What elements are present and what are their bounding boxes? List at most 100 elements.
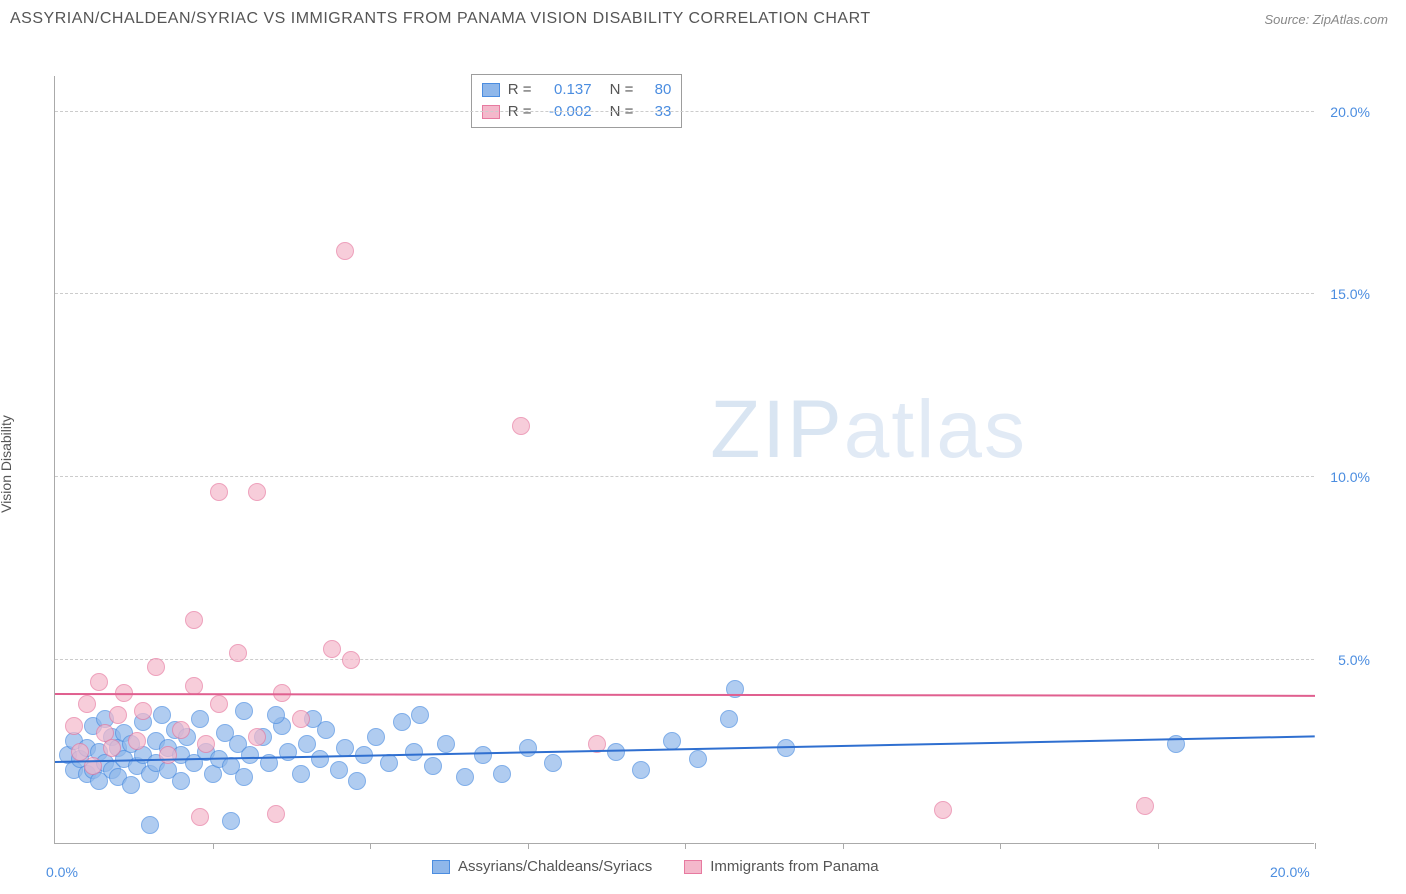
stats-legend-box: R = 0.137 N = 80 R = -0.002 N = 33 xyxy=(471,74,683,128)
data-point xyxy=(689,750,707,768)
data-point xyxy=(292,710,310,728)
plot-region: ZIPatlas R =0.137N =80R =-0.002N =33 5.0… xyxy=(54,76,1314,844)
data-point xyxy=(663,732,681,750)
data-point xyxy=(424,757,442,775)
data-point xyxy=(229,644,247,662)
data-point xyxy=(103,739,121,757)
stats-r-value: 0.137 xyxy=(540,79,592,101)
legend-label: Assyrians/Chaldeans/Syriacs xyxy=(458,858,652,875)
data-point xyxy=(235,768,253,786)
legend-swatch xyxy=(432,860,450,874)
data-point xyxy=(1136,797,1154,815)
chart-header: ASSYRIAN/CHALDEAN/SYRIAC VS IMMIGRANTS F… xyxy=(0,0,1406,34)
stats-r-label: R = xyxy=(508,101,532,123)
y-axis-label: Vision Disability xyxy=(0,415,14,513)
data-point xyxy=(147,658,165,676)
data-point xyxy=(512,417,530,435)
bottom-legend: Assyrians/Chaldeans/Syriacs Immigrants fr… xyxy=(432,858,879,875)
data-point xyxy=(544,754,562,772)
data-point xyxy=(65,717,83,735)
stats-r-label: R = xyxy=(508,79,532,101)
data-point xyxy=(210,483,228,501)
data-point xyxy=(493,765,511,783)
data-point xyxy=(248,483,266,501)
stats-n-label: N = xyxy=(610,79,634,101)
data-point xyxy=(159,746,177,764)
legend-swatch xyxy=(482,105,500,119)
data-point xyxy=(241,746,259,764)
data-point xyxy=(248,728,266,746)
legend-label: Immigrants from Panama xyxy=(710,858,878,875)
x-tick-label: 20.0% xyxy=(1270,864,1310,880)
gridline xyxy=(55,111,1314,112)
data-point xyxy=(197,735,215,753)
data-point xyxy=(456,768,474,786)
data-point xyxy=(128,732,146,750)
x-tick-mark xyxy=(1315,843,1316,849)
data-point xyxy=(185,611,203,629)
chart-area: Vision Disability ZIPatlas R =0.137N =80… xyxy=(10,34,1396,894)
data-point xyxy=(474,746,492,764)
data-point xyxy=(191,710,209,728)
data-point xyxy=(298,735,316,753)
x-tick-mark xyxy=(843,843,844,849)
data-point xyxy=(311,750,329,768)
data-point xyxy=(437,735,455,753)
y-tick-label: 20.0% xyxy=(1330,104,1370,120)
y-tick-label: 15.0% xyxy=(1330,286,1370,302)
data-point xyxy=(342,651,360,669)
data-point xyxy=(348,772,366,790)
x-tick-mark xyxy=(1158,843,1159,849)
data-point xyxy=(172,721,190,739)
watermark-part2: atlas xyxy=(844,384,1027,475)
data-point xyxy=(267,706,285,724)
y-tick-label: 10.0% xyxy=(1330,469,1370,485)
stats-r-value: -0.002 xyxy=(540,101,592,123)
x-tick-mark xyxy=(213,843,214,849)
data-point xyxy=(71,743,89,761)
stats-n-value: 33 xyxy=(641,101,671,123)
data-point xyxy=(222,812,240,830)
x-tick-mark xyxy=(370,843,371,849)
data-point xyxy=(720,710,738,728)
watermark: ZIPatlas xyxy=(710,383,1027,477)
data-point xyxy=(411,706,429,724)
gridline xyxy=(55,293,1314,294)
chart-title: ASSYRIAN/CHALDEAN/SYRIAC VS IMMIGRANTS F… xyxy=(10,10,871,28)
data-point xyxy=(519,739,537,757)
stats-n-label: N = xyxy=(610,101,634,123)
data-point xyxy=(191,808,209,826)
data-point xyxy=(78,695,96,713)
data-point xyxy=(153,706,171,724)
data-point xyxy=(90,673,108,691)
data-point xyxy=(109,706,127,724)
chart-source: Source: ZipAtlas.com xyxy=(1264,12,1388,27)
data-point xyxy=(336,242,354,260)
data-point xyxy=(267,805,285,823)
data-point xyxy=(330,761,348,779)
data-point xyxy=(185,677,203,695)
data-point xyxy=(405,743,423,761)
y-tick-label: 5.0% xyxy=(1338,652,1370,668)
x-tick-mark xyxy=(685,843,686,849)
x-tick-label: 0.0% xyxy=(46,864,78,880)
data-point xyxy=(393,713,411,731)
data-point xyxy=(367,728,385,746)
data-point xyxy=(122,776,140,794)
data-point xyxy=(934,801,952,819)
x-tick-mark xyxy=(528,843,529,849)
data-point xyxy=(323,640,341,658)
watermark-part1: ZIP xyxy=(710,384,844,475)
legend-item: Immigrants from Panama xyxy=(684,858,878,875)
trend-line xyxy=(55,693,1315,697)
stats-n-value: 80 xyxy=(641,79,671,101)
data-point xyxy=(210,695,228,713)
data-point xyxy=(172,772,190,790)
legend-item: Assyrians/Chaldeans/Syriacs xyxy=(432,858,652,875)
gridline xyxy=(55,476,1314,477)
stats-row: R = -0.002 N = 33 xyxy=(482,101,672,123)
stats-row: R = 0.137 N = 80 xyxy=(482,79,672,101)
data-point xyxy=(292,765,310,783)
legend-swatch xyxy=(684,860,702,874)
data-point xyxy=(632,761,650,779)
